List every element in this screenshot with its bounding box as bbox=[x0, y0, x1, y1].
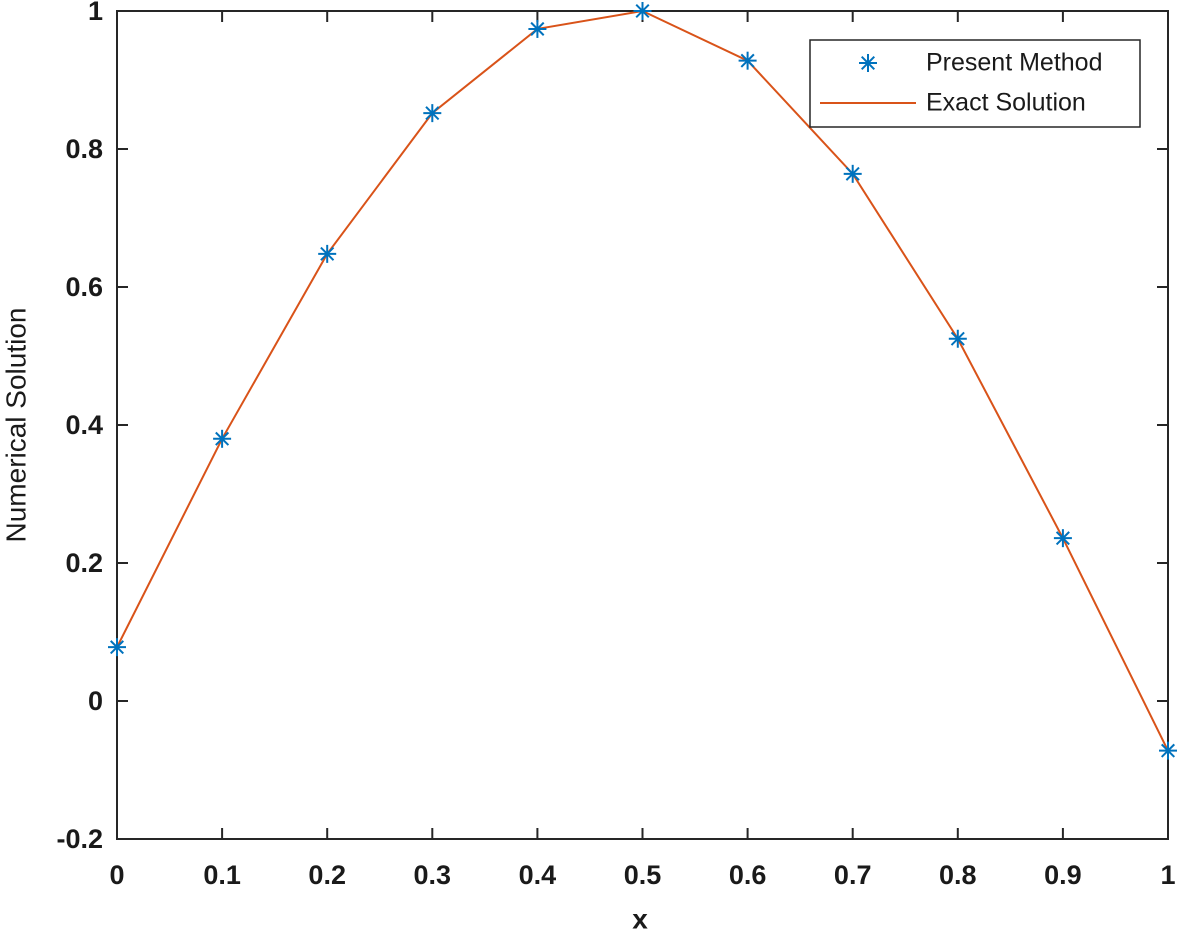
marker-stroke bbox=[845, 166, 860, 181]
marker-stroke bbox=[635, 3, 650, 19]
legend-marker bbox=[859, 54, 877, 72]
y-tick-label: 1 bbox=[88, 0, 103, 26]
x-tick-label: 1 bbox=[1160, 860, 1175, 890]
x-axis-label: x bbox=[632, 903, 648, 934]
legend-label: Exact Solution bbox=[926, 89, 1086, 117]
marker-stroke bbox=[860, 55, 876, 71]
y-axis-label: Numerical Solution bbox=[0, 308, 31, 543]
marker-stroke bbox=[320, 246, 335, 261]
x-tick-label: 0.4 bbox=[519, 860, 557, 890]
legend-label: Present Method bbox=[926, 49, 1103, 77]
data-point bbox=[948, 329, 967, 348]
marker-stroke bbox=[530, 21, 545, 36]
x-tick-label: 0.3 bbox=[414, 860, 452, 890]
x-tick-label: 0.8 bbox=[939, 860, 977, 890]
marker-stroke bbox=[1160, 743, 1176, 758]
marker-stroke bbox=[1055, 531, 1070, 546]
y-tick-label: 0.6 bbox=[65, 272, 103, 302]
data-point bbox=[318, 244, 337, 263]
y-tick-label: 0 bbox=[88, 686, 103, 716]
x-tick-label: 0.9 bbox=[1044, 860, 1082, 890]
x-tick-label: 0.5 bbox=[624, 860, 662, 890]
marker-stroke bbox=[109, 640, 125, 655]
data-point bbox=[843, 164, 862, 183]
data-point bbox=[108, 638, 126, 657]
x-tick-label: 0 bbox=[109, 860, 124, 890]
y-tick-label: 0.2 bbox=[65, 548, 103, 578]
y-tick-label: -0.2 bbox=[56, 824, 103, 854]
x-tick-label: 0.6 bbox=[729, 860, 767, 890]
marker-stroke bbox=[740, 53, 755, 68]
marker-stroke bbox=[215, 431, 230, 446]
data-point bbox=[423, 104, 442, 123]
data-point bbox=[528, 19, 547, 38]
data-point bbox=[738, 51, 757, 70]
x-tick-label: 0.7 bbox=[834, 860, 872, 890]
plot-area bbox=[116, 10, 1169, 840]
x-tick-label: 0.2 bbox=[308, 860, 346, 890]
y-tick-label: 0.8 bbox=[65, 134, 103, 164]
data-point bbox=[213, 429, 232, 448]
x-tick-label: 0.1 bbox=[203, 860, 241, 890]
legend-box bbox=[809, 39, 1141, 128]
marker-stroke bbox=[950, 331, 965, 346]
marker-stroke bbox=[425, 106, 440, 121]
data-point bbox=[1159, 741, 1177, 760]
y-tick-label: 0.4 bbox=[65, 410, 103, 440]
data-point bbox=[1053, 529, 1072, 548]
data-point bbox=[633, 2, 652, 20]
